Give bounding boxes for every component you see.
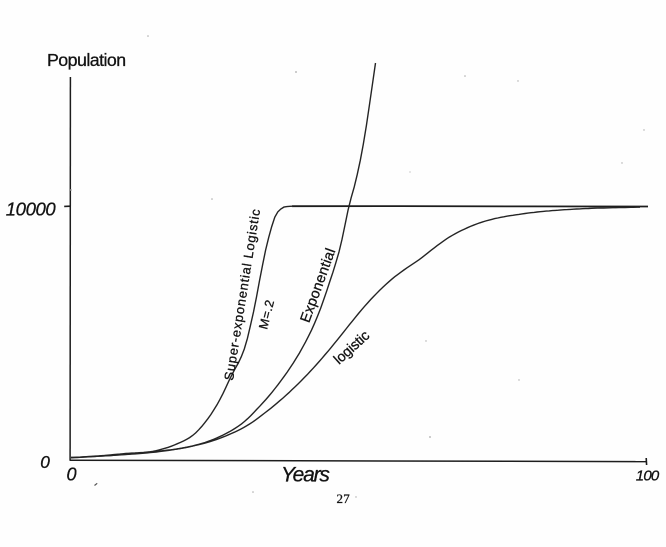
svg-text:Years: Years: [281, 463, 330, 486]
svg-text:Population: Population: [47, 50, 126, 70]
svg-text:10000: 10000: [6, 199, 57, 220]
svg-text:27: 27: [337, 491, 351, 506]
svg-text:M=.2: M=.2: [256, 298, 277, 331]
svg-text:logistic: logistic: [331, 328, 373, 368]
svg-text:0: 0: [67, 465, 77, 485]
svg-text:0: 0: [40, 452, 50, 472]
svg-text:100: 100: [636, 467, 660, 484]
